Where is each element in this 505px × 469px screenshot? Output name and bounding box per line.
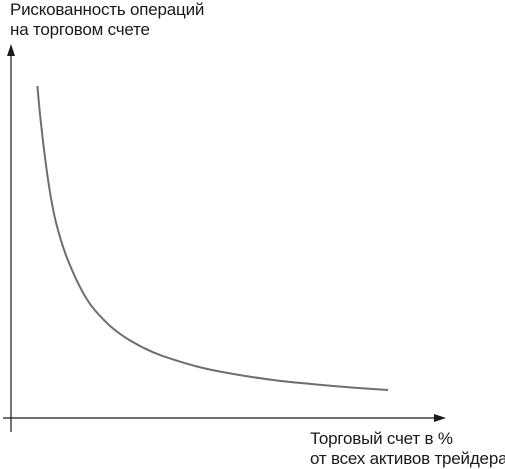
y-axis-label-line-2: на торговом счете [10, 20, 150, 39]
x-axis [3, 414, 446, 422]
x-axis-arrow-icon [434, 414, 446, 422]
y-axis-label: Рискованность операций на торговом счете [10, 0, 204, 40]
x-axis-label-line-1: Торговый счет в % [310, 429, 453, 448]
x-axis-label: Торговый счет в % от всех активов трейде… [310, 429, 505, 469]
y-axis-label-line-1: Рискованность операций [10, 0, 205, 19]
y-axis [7, 44, 15, 432]
x-axis-label-line-2: от всех активов трейдера [310, 449, 505, 468]
series-line [36, 85, 389, 391]
y-axis-arrow-icon [7, 44, 15, 56]
